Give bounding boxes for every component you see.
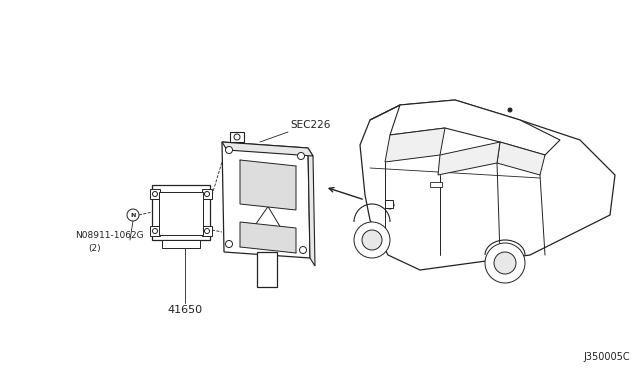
Circle shape bbox=[494, 252, 516, 274]
Polygon shape bbox=[240, 160, 296, 210]
Polygon shape bbox=[152, 185, 210, 240]
Polygon shape bbox=[222, 142, 313, 156]
Polygon shape bbox=[438, 142, 500, 175]
Text: 41650: 41650 bbox=[168, 305, 203, 315]
Circle shape bbox=[127, 209, 139, 221]
Text: J350005C: J350005C bbox=[584, 352, 630, 362]
Circle shape bbox=[152, 192, 157, 196]
Polygon shape bbox=[240, 222, 296, 253]
Circle shape bbox=[225, 147, 232, 154]
Polygon shape bbox=[159, 192, 203, 235]
Polygon shape bbox=[150, 226, 160, 236]
Polygon shape bbox=[202, 226, 212, 236]
Polygon shape bbox=[222, 142, 310, 258]
Circle shape bbox=[508, 108, 512, 112]
Text: SEC226: SEC226 bbox=[290, 120, 330, 130]
Polygon shape bbox=[162, 240, 200, 248]
Polygon shape bbox=[150, 189, 160, 199]
Polygon shape bbox=[308, 148, 315, 266]
Polygon shape bbox=[390, 100, 560, 155]
Polygon shape bbox=[430, 182, 442, 187]
Circle shape bbox=[485, 243, 525, 283]
Polygon shape bbox=[360, 100, 615, 270]
Circle shape bbox=[300, 247, 307, 253]
Circle shape bbox=[354, 222, 390, 258]
Circle shape bbox=[205, 192, 209, 196]
Polygon shape bbox=[257, 252, 277, 287]
Polygon shape bbox=[385, 128, 445, 162]
Polygon shape bbox=[230, 132, 244, 142]
Circle shape bbox=[298, 153, 305, 160]
Circle shape bbox=[205, 228, 209, 234]
Text: (2): (2) bbox=[88, 244, 100, 253]
Circle shape bbox=[152, 228, 157, 234]
Polygon shape bbox=[497, 142, 545, 175]
Circle shape bbox=[362, 230, 382, 250]
Text: N08911-1062G: N08911-1062G bbox=[75, 231, 143, 240]
Circle shape bbox=[386, 201, 394, 209]
Polygon shape bbox=[202, 189, 212, 199]
Polygon shape bbox=[385, 200, 393, 208]
Text: N: N bbox=[131, 212, 136, 218]
Circle shape bbox=[225, 241, 232, 247]
Circle shape bbox=[234, 134, 240, 140]
